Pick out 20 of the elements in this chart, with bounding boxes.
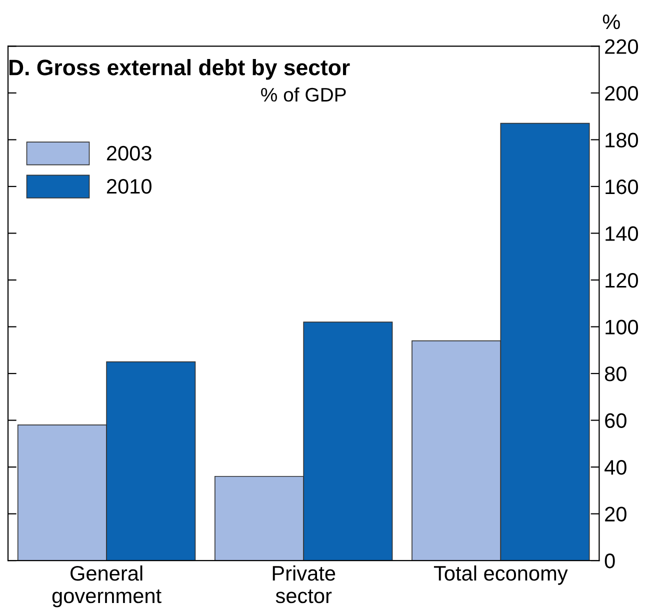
y-axis-title: % [602, 14, 620, 30]
text: % of GDP [261, 87, 346, 102]
y-tick-label: 160 [606, 179, 638, 194]
x-tick-label: Private sector [272, 565, 336, 604]
y-tick-label: 180 [606, 132, 638, 148]
y-tick-label: 140 [606, 226, 638, 241]
x-tick-label: Total economy [434, 565, 568, 585]
x-tick-label: General government [52, 565, 162, 608]
y-tick-label: 100 [606, 320, 638, 335]
y-tick-label: 40 [604, 460, 626, 475]
y-tick-label: 20 [605, 506, 626, 522]
legend-label: 2003 [106, 146, 152, 161]
y-tick-label: 120 [606, 273, 638, 288]
text: D. Gross external debt by sector [10, 59, 350, 80]
y-tick-label: 80 [604, 366, 626, 382]
legend-label: 2010 [106, 179, 152, 194]
y-tick-label: 60 [605, 413, 626, 428]
y-tick-label: 220 [605, 39, 638, 54]
y-tick-label: 0 [604, 554, 615, 568]
y-tick-label: 200 [605, 86, 638, 101]
